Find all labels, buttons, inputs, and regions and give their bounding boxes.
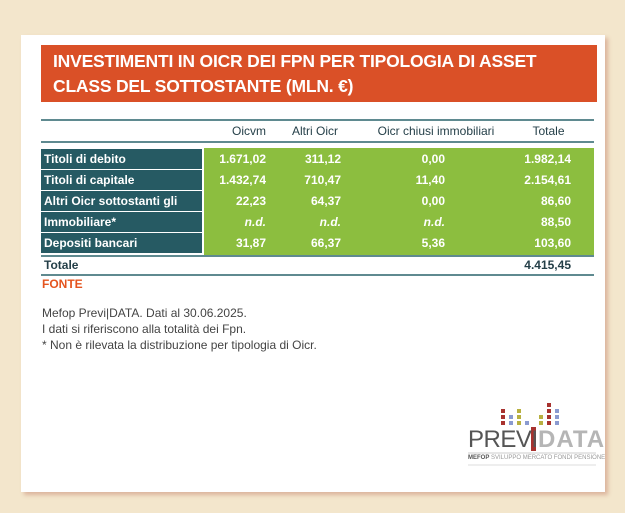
divider [41, 255, 594, 257]
table-row: Titoli di debito 1.671,02 311,12 0,00 1.… [41, 149, 594, 169]
column-header-oicr-chiusi: Oicr chiusi immobiliari [377, 124, 495, 138]
column-header-oicvm: Oicvm [232, 124, 266, 138]
cell-oicr-chiusi: 0,00 [421, 152, 445, 166]
cell-totale: 103,60 [534, 236, 571, 250]
column-header-totale: Totale [532, 124, 565, 138]
page-title: INVESTIMENTI IN OICR DEI FPN PER TIPOLOG… [41, 45, 597, 102]
row-label: Titoli di capitale [41, 170, 202, 190]
row-label: Titoli di debito [41, 149, 202, 169]
cell-totale: 1.982,14 [524, 152, 571, 166]
row-label: Immobiliare* [41, 212, 202, 232]
cell-oicvm: 22,23 [235, 194, 266, 208]
cell-oicr-chiusi: 0,00 [421, 194, 445, 208]
cell-oicvm: 31,87 [235, 236, 266, 250]
cell-oicvm: 1.671,02 [219, 152, 266, 166]
source-line: I dati si riferiscono alla totalità dei … [42, 322, 247, 336]
cell-oicr-chiusi: 5,36 [421, 236, 445, 250]
cell-altri-oicr: 311,12 [304, 152, 341, 166]
cell-altri-oicr: n.d. [319, 215, 341, 229]
row-label: Depositi bancari [41, 233, 202, 253]
divider [41, 141, 594, 143]
row-separator [41, 211, 202, 212]
cell-oicvm: 1.432,74 [219, 173, 266, 187]
table-row: Depositi bancari 31,87 66,37 5,36 103,60 [41, 233, 594, 253]
table-body: Titoli di debito 1.671,02 311,12 0,00 1.… [41, 148, 594, 255]
cell-totale: 88,50 [540, 215, 571, 229]
column-header-altri-oicr: Altri Oicr [292, 124, 338, 138]
total-label: Totale [44, 258, 79, 272]
cell-totale: 86,60 [540, 194, 571, 208]
source-line: Mefop Previ|DATA. Dati al 30.06.2025. [42, 306, 247, 320]
cell-oicr-chiusi: n.d. [423, 215, 445, 229]
source-heading: FONTE [42, 277, 83, 291]
row-label: Altri Oicr sottostanti gli Oicr [41, 191, 202, 228]
logo-tagline: MEFOP SVILUPPO MERCATO FONDI PENSIONE [468, 455, 605, 461]
table-row: Titoli di capitale 1.432,74 710,47 11,40… [41, 170, 594, 190]
row-separator [41, 169, 202, 170]
table-row: Immobiliare* n.d. n.d. n.d. 88,50 [41, 212, 594, 232]
cell-oicr-chiusi: 11,40 [415, 173, 445, 187]
source-line: * Non è rilevata la distribuzione per ti… [42, 338, 317, 352]
values-background [204, 148, 594, 255]
row-separator [41, 232, 202, 233]
cell-oicvm: n.d. [244, 215, 266, 229]
row-separator [41, 190, 202, 191]
cell-altri-oicr: 710,47 [304, 173, 341, 187]
total-value: 4.415,45 [524, 258, 571, 272]
logo-tagline-bold: MEFOP [468, 455, 490, 461]
cell-altri-oicr: 64,37 [310, 194, 341, 208]
logo-bars-icon [468, 403, 596, 466]
table-row: Altri Oicr sottostanti gli Oicr 22,23 64… [41, 191, 594, 228]
divider [41, 274, 594, 276]
logo-tagline-text: SVILUPPO MERCATO FONDI PENSIONE [491, 455, 606, 461]
divider [41, 119, 594, 121]
cell-altri-oicr: 66,37 [310, 236, 341, 250]
logo-previ: PREVI [468, 426, 538, 453]
previdata-logo: PREVI DATA MEFOP SVILUPPO MERCATO FONDI … [468, 399, 605, 469]
card: INVESTIMENTI IN OICR DEI FPN PER TIPOLOG… [21, 35, 605, 492]
cell-totale: 2.154,61 [524, 173, 571, 187]
logo-data: DATA [538, 426, 606, 453]
